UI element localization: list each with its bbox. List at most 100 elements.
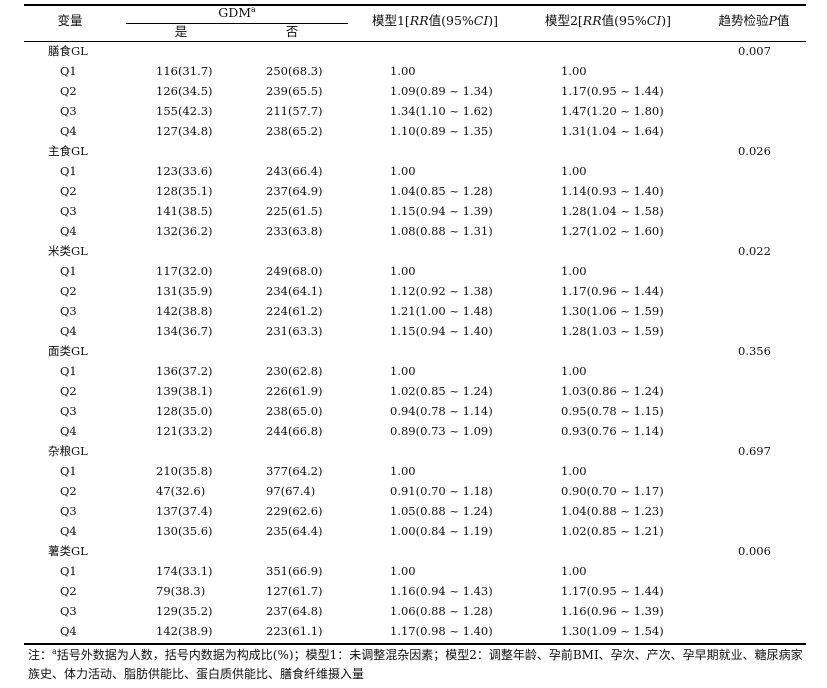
cell-m1: 1.15(0.94 ~ 1.40) (390, 324, 493, 338)
cell-m1: 1.00 (390, 464, 416, 478)
cell-yes: 121(33.2) (156, 424, 213, 438)
cell-q: Q4 (60, 524, 77, 538)
cell-m1: 1.34(1.10 ~ 1.62) (390, 104, 493, 118)
cell-no: 226(61.9) (266, 384, 323, 398)
cell-m2: 1.28(1.04 ~ 1.58) (561, 204, 664, 218)
cell-no: 225(61.5) (266, 204, 323, 218)
cell-m2: 1.30(1.06 ~ 1.59) (561, 304, 664, 318)
header-gdm-sup: a (251, 4, 256, 14)
note-prefix: 注： (28, 648, 53, 662)
cell-m2: 1.00 (561, 564, 587, 578)
cell-yes: 117(32.0) (156, 264, 213, 278)
header-bottom-rule (24, 41, 806, 42)
cell-q: Q1 (60, 164, 77, 178)
cell-m1: 0.91(0.70 ~ 1.18) (390, 484, 493, 498)
cell-m2: 1.17(0.96 ~ 1.44) (561, 284, 664, 298)
cell-yes: 136(37.2) (156, 364, 213, 378)
cell-q: Q2 (60, 84, 77, 98)
cell-yes: 210(35.8) (156, 464, 213, 478)
cell-m2: 1.00 (561, 64, 587, 78)
cell-no: 238(65.0) (266, 404, 323, 418)
header-gdm: GDMa (218, 4, 256, 20)
cell-no: 223(61.1) (266, 624, 323, 638)
cell-m1: 0.94(0.78 ~ 1.14) (390, 404, 493, 418)
group-trend-p: 0.022 (738, 244, 771, 258)
cell-no: 243(66.4) (266, 164, 323, 178)
cell-q: Q2 (60, 384, 77, 398)
cell-q: Q4 (60, 624, 77, 638)
cell-no: 237(64.8) (266, 604, 323, 618)
cell-yes: 139(38.1) (156, 384, 213, 398)
cell-m1: 1.21(1.00 ~ 1.48) (390, 304, 493, 318)
cell-q: Q2 (60, 184, 77, 198)
table-bottom-rule (24, 643, 806, 645)
cell-m2: 1.00 (561, 364, 587, 378)
cell-no: 238(65.2) (266, 124, 323, 138)
cell-m2: 1.47(1.20 ~ 1.80) (561, 104, 664, 118)
cell-yes: 126(34.5) (156, 84, 213, 98)
cell-m2: 1.00 (561, 264, 587, 278)
header-model2-mid: 值(95% (601, 13, 647, 28)
header-no: 否 (285, 24, 299, 39)
cell-m1: 1.12(0.92 ~ 1.38) (390, 284, 493, 298)
cell-no: 244(66.8) (266, 424, 323, 438)
cell-yes: 128(35.0) (156, 404, 213, 418)
header-model1-rr: RR (409, 13, 429, 28)
cell-q: Q4 (60, 424, 77, 438)
cell-q: Q3 (60, 404, 77, 418)
group-trend-p: 0.007 (738, 44, 771, 58)
cell-m1: 1.09(0.89 ~ 1.34) (390, 84, 493, 98)
cell-m2: 0.95(0.78 ~ 1.15) (561, 404, 664, 418)
header-model1: 模型1[RR值(95%CI)] (372, 14, 498, 28)
group-name: 主食GL (48, 144, 88, 158)
cell-no: 97(67.4) (266, 484, 316, 498)
cell-m2: 1.04(0.88 ~ 1.23) (561, 504, 664, 518)
note-sup: a (52, 647, 57, 656)
group-name: 米类GL (48, 244, 88, 258)
cell-yes: 123(33.6) (156, 164, 213, 178)
cell-no: 351(66.9) (266, 564, 323, 578)
header-model1-mid: 值(95% (428, 13, 474, 28)
header-model2-suffix: )] (661, 13, 672, 28)
header-model2-ci: CI (646, 13, 662, 28)
cell-m1: 1.00 (390, 564, 416, 578)
cell-m1: 1.00 (390, 164, 416, 178)
note-text: 括号外数据为人数，括号内数据为构成比(%)；模型1：未调整混杂因素；模型2：调整… (28, 648, 803, 681)
cell-q: Q3 (60, 604, 77, 618)
group-name: 薯类GL (48, 544, 88, 558)
cell-m2: 1.14(0.93 ~ 1.40) (561, 184, 664, 198)
cell-m1: 1.04(0.85 ~ 1.28) (390, 184, 493, 198)
cell-m2: 1.17(0.95 ~ 1.44) (561, 84, 664, 98)
cell-m2: 1.03(0.86 ~ 1.24) (561, 384, 664, 398)
cell-m1: 1.02(0.85 ~ 1.24) (390, 384, 493, 398)
cell-yes: 130(35.6) (156, 524, 213, 538)
header-model2: 模型2[RR值(95%CI)] (545, 14, 671, 28)
cell-q: Q1 (60, 564, 77, 578)
cell-yes: 47(32.6) (156, 484, 206, 498)
cell-m2: 0.93(0.76 ~ 1.14) (561, 424, 664, 438)
cell-m1: 1.17(0.98 ~ 1.40) (390, 624, 493, 638)
cell-yes: 131(35.9) (156, 284, 213, 298)
group-trend-p: 0.356 (738, 344, 771, 358)
cell-yes: 137(37.4) (156, 504, 213, 518)
cell-m1: 1.05(0.88 ~ 1.24) (390, 504, 493, 518)
cell-q: Q2 (60, 284, 77, 298)
cell-yes: 174(33.1) (156, 564, 213, 578)
cell-q: Q1 (60, 364, 77, 378)
group-trend-p: 0.697 (738, 444, 771, 458)
cell-q: Q2 (60, 484, 77, 498)
table-top-rule (24, 4, 806, 6)
cell-yes: 142(38.8) (156, 304, 213, 318)
group-trend-p: 0.006 (738, 544, 771, 558)
cell-m1: 0.89(0.73 ~ 1.09) (390, 424, 493, 438)
cell-no: 233(63.8) (266, 224, 323, 238)
cell-m2: 1.00 (561, 164, 587, 178)
cell-no: 230(62.8) (266, 364, 323, 378)
cell-m2: 0.90(0.70 ~ 1.17) (561, 484, 664, 498)
cell-m1: 1.16(0.94 ~ 1.43) (390, 584, 493, 598)
cell-m2: 1.00 (561, 464, 587, 478)
cell-yes: 132(36.2) (156, 224, 213, 238)
cell-m1: 1.15(0.94 ~ 1.39) (390, 204, 493, 218)
cell-no: 211(57.7) (266, 104, 323, 118)
group-name: 面类GL (48, 344, 88, 358)
